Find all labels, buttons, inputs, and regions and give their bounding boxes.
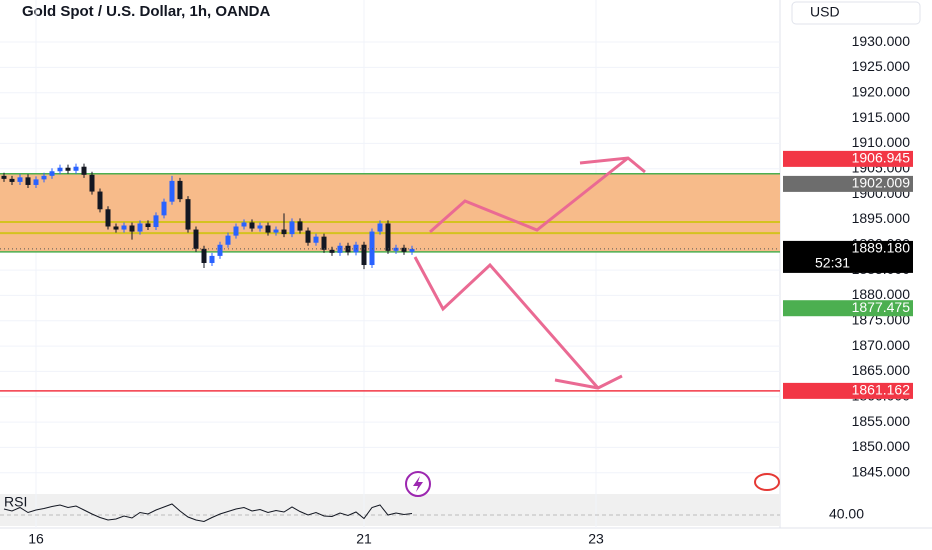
candle-body — [89, 174, 95, 192]
candle-body — [81, 166, 87, 175]
candle-body — [185, 199, 191, 230]
y-tick-label: 1925.000 — [852, 58, 911, 74]
candle-body — [233, 226, 239, 236]
candle-body — [33, 179, 39, 185]
candle-body — [161, 201, 167, 216]
price-label-box — [783, 175, 913, 192]
candle-body — [377, 223, 383, 232]
price-label: 1902.009 — [852, 175, 911, 191]
y-tick-label: 1865.000 — [852, 362, 911, 378]
price-label: 1889.180 — [852, 240, 911, 256]
price-label-box — [783, 300, 913, 317]
y-tick-label: 1895.000 — [852, 210, 911, 226]
candle-body — [209, 255, 215, 263]
price-label-box — [783, 150, 913, 167]
candle-body — [17, 177, 23, 182]
price-label: 1877.475 — [852, 299, 911, 315]
x-tick-label: 23 — [588, 531, 604, 547]
candle-body — [121, 225, 127, 230]
candle-body — [289, 221, 295, 235]
y-tick-label: 1930.000 — [852, 33, 911, 49]
y-tick-label: 1880.000 — [852, 286, 911, 302]
candle-body — [145, 223, 151, 228]
candle-body — [321, 236, 327, 250]
candle-body — [217, 244, 223, 256]
candle-body — [177, 180, 183, 200]
candle-body — [265, 225, 271, 233]
candle-body — [297, 221, 303, 231]
arrow-head — [579, 156, 646, 174]
rsi-label: RSI — [4, 494, 27, 510]
rsi-line — [3, 503, 413, 523]
candle-body — [49, 171, 55, 176]
y-tick-label: 1920.000 — [852, 83, 911, 99]
candle-body — [225, 235, 231, 245]
currency-button[interactable] — [791, 1, 921, 25]
candle-body — [137, 223, 143, 232]
y-tick-label: 1910.000 — [852, 134, 911, 150]
candle-body — [409, 248, 415, 252]
projection-up — [429, 156, 629, 234]
candle-body — [201, 248, 207, 263]
plot — [0, 0, 780, 528]
currency-label[interactable]: USD — [810, 4, 840, 20]
candle-body — [385, 223, 391, 251]
chart-title: Gold Spot / U.S. Dollar, 1h, OANDA — [22, 3, 271, 20]
price-label: 1861.162 — [852, 382, 911, 398]
candle-body — [41, 175, 47, 180]
candle-body — [57, 167, 63, 172]
y-tick-label: 1855.000 — [852, 413, 911, 429]
arrow-head — [554, 374, 623, 390]
price-label-box — [783, 382, 913, 399]
x-tick-label: 16 — [28, 531, 44, 547]
rsi-pane — [0, 494, 780, 526]
candle-body — [9, 178, 15, 182]
candle-body — [241, 222, 247, 227]
candle-body — [25, 177, 31, 185]
event-icon[interactable] — [754, 473, 780, 491]
candle-body — [65, 167, 71, 171]
candle-body — [105, 209, 111, 227]
candle-body — [361, 244, 367, 266]
y-tick-label: 1850.000 — [852, 438, 911, 454]
candle-body — [73, 166, 79, 171]
candle-body — [113, 226, 119, 230]
candle-body — [193, 229, 199, 249]
projection-down — [413, 256, 600, 389]
lightning-glyph — [413, 476, 423, 492]
candle-body — [329, 249, 335, 253]
candle-body — [153, 215, 159, 228]
candle-body — [273, 229, 279, 233]
candle-body — [369, 231, 375, 266]
y-tick-label: 1870.000 — [852, 337, 911, 353]
price-label-box — [783, 240, 913, 273]
candle-body — [257, 225, 263, 229]
candle-body — [169, 180, 175, 202]
x-tick-label: 21 — [356, 531, 372, 547]
y-tick-label: 1915.000 — [852, 109, 911, 125]
candle-body — [401, 247, 407, 252]
y-tick-label: 1845.000 — [852, 463, 911, 479]
candle-body — [129, 225, 135, 232]
candle-body — [97, 191, 103, 210]
countdown: 52:31 — [815, 255, 850, 271]
candle-body — [313, 236, 319, 243]
price-label: 1906.945 — [852, 150, 911, 166]
candle-body — [281, 229, 287, 235]
candle-body — [249, 222, 255, 229]
candle-body — [1, 175, 7, 179]
rsi-tick-label: 40.00 — [829, 506, 864, 522]
candle-body — [305, 230, 311, 243]
